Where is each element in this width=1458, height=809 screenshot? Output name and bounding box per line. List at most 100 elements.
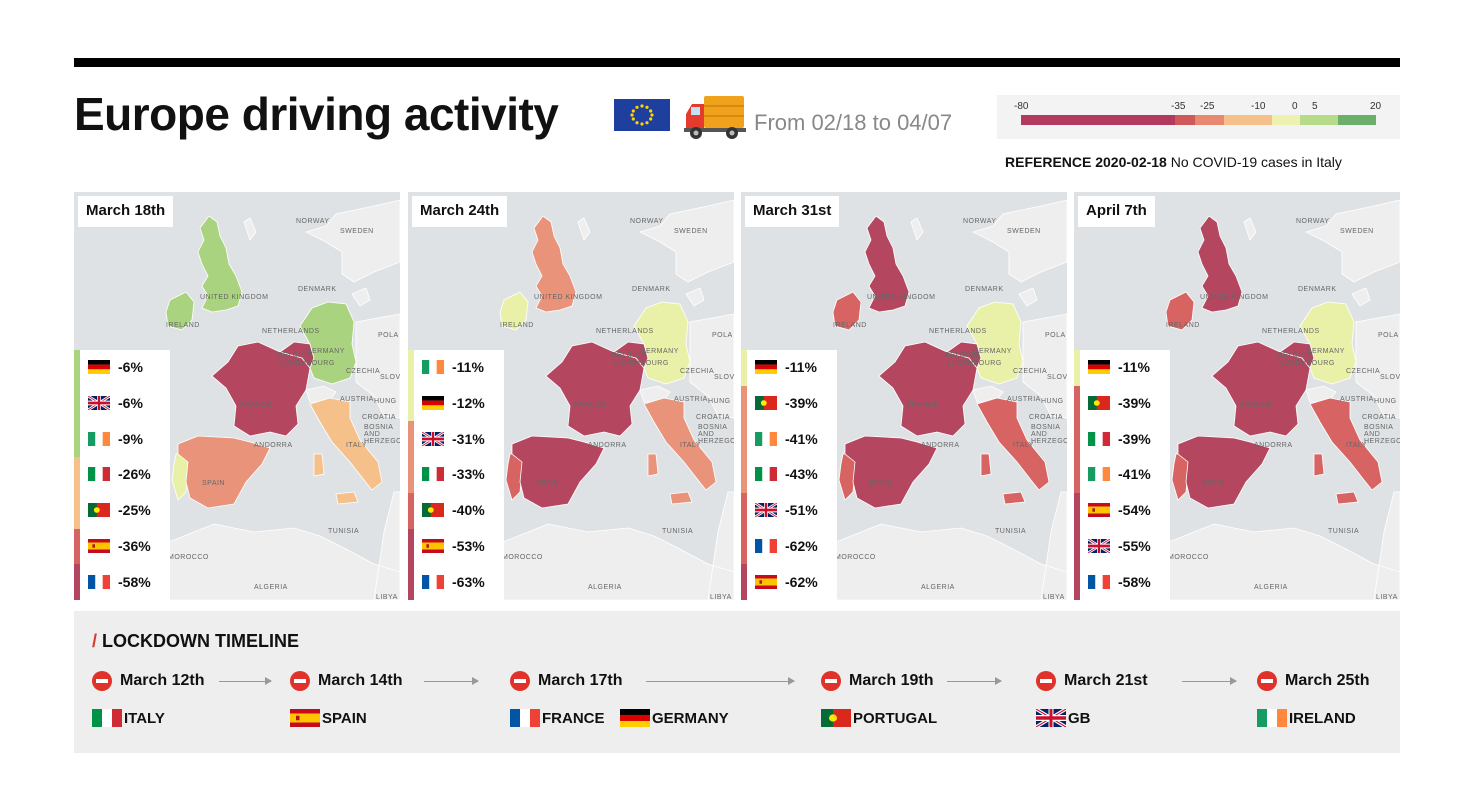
country-flag-icon [421,430,445,447]
map-label: HUNG [374,398,397,405]
map-label: TUNISIA [328,528,360,535]
map-label: IRELAND [833,322,867,329]
legend-value: -36% [118,538,151,554]
country-flag-icon [88,467,110,482]
map-label: GERMANY [306,348,345,355]
map-label: SPAIN [202,480,225,487]
map-label: BELGIUM [612,352,648,359]
no-entry-icon [510,671,530,691]
legend-row: -58% [1088,572,1151,592]
map-label: TUNISIA [995,528,1027,535]
legend-value: -43% [785,466,818,483]
country-it [1309,397,1383,505]
map-label: ANDORRA [254,442,293,449]
reference-text: No COVID-19 cases in Italy [1170,154,1342,170]
top-rule [74,58,1400,67]
legend-row: -36% [88,536,151,556]
map-label: LIBYA [1043,594,1065,600]
map-label: MOROCCO [502,554,543,561]
map-label: UNITED KINGDOM [1200,294,1269,301]
legend-value: -39% [1118,394,1151,411]
map-label: UNITED KINGDOM [200,294,269,301]
map-label: LUXEMBOURG [614,360,669,367]
legend-row: -39% [755,393,818,413]
country-flag-icon [422,360,444,374]
lockdown-timeline: / LOCKDOWN TIMELINE March 12th March 14t… [74,611,1400,753]
scale-color-segment [1300,115,1338,125]
legend-value: -55% [1118,538,1151,554]
legend-value: -63% [452,573,485,590]
legend-row: -39% [1088,393,1151,413]
map-label: GERMANY [973,348,1012,355]
map-label: ANDORRA [921,442,960,449]
timeline-arrow [219,677,272,685]
date-range: From 02/18 to 04/07 [754,110,953,135]
timeline-country: SPAIN [290,709,367,727]
legend-value: -40% [452,502,485,519]
legend-value: -11% [1118,359,1150,375]
country-flag-icon [88,360,110,374]
map-label: SLOV [1380,374,1400,381]
timeline-title: / LOCKDOWN TIMELINE [92,631,300,651]
country-flag-icon [422,539,444,553]
legend-row: -41% [755,429,818,449]
legend-row: -6% [87,393,143,413]
map-label: CROATIA [1029,414,1064,421]
legend-color-stripe [408,350,414,600]
map-label: POLA [1045,332,1066,339]
legend-value: -31% [452,430,485,447]
france-flag-icon [510,709,540,727]
country-gb [864,215,910,313]
legend-value: -33% [452,466,485,483]
legend-row: -11% [1088,357,1150,377]
legend-row: -11% [422,357,484,377]
map-label: LUXEMBOURG [280,360,335,367]
map-label: IRELAND [500,322,534,329]
country-flag-icon [88,539,110,553]
timeline-event: March 25th [1257,671,1369,691]
timeline-country: FRANCE [510,709,605,727]
legend-row: -54% [1088,500,1151,520]
panel-date-label: March 18th [78,196,174,227]
country-de [966,301,1024,385]
scale-color-segment [1272,115,1300,125]
timeline-event: March 21st [1036,671,1148,691]
map-label: ITALY [680,442,701,449]
timeline-arrow [646,677,795,685]
ireland-flag-icon [1257,709,1287,727]
timeline-event: March 17th [510,671,622,691]
legend-row: -9% [88,429,143,449]
panel-legend: -6% -6% -9% -26% -25% -36% -58% [74,350,170,600]
timeline-country: GERMANY [620,709,729,727]
map-panel-march-31: NORWAY SWEDEN DENMARK UNITED KINGDOM IRELAND… [741,192,1067,600]
country-es [177,435,271,509]
country-flag-icon [422,503,444,518]
legend-value: -9% [118,430,143,447]
country-ie [1165,291,1195,331]
country-flag-icon [755,360,777,374]
uk-flag-icon [1035,707,1067,729]
map-label: FRANCE [1240,402,1272,409]
map-label: ALGERIA [254,584,288,591]
map-label: SLOV [714,374,734,381]
country-it [643,397,717,505]
legend-value: -54% [1118,502,1151,519]
legend-value: -11% [785,359,817,375]
legend-row: -51% [754,500,818,520]
delivery-truck-icon [684,92,746,140]
map-label: ITALY [346,442,367,449]
no-entry-icon [1036,671,1056,691]
map-label: LIBYA [710,594,732,600]
country-ie [832,291,862,331]
color-scale-legend: -80 -35 -25 -10 0 5 20 [997,95,1400,139]
map-label: HUNG [708,398,731,405]
map-label: ITALY [1346,442,1367,449]
panel-legend: -11% -39% -39% -41% -54% -55% -58% [1074,350,1170,600]
country-ch [972,385,1004,403]
country-flag-icon [1088,431,1110,446]
map-label: CROATIA [362,414,397,421]
map-label: NORWAY [296,218,330,225]
timeline-event: March 19th [821,671,933,691]
map-label: ANDORRA [588,442,627,449]
legend-value: -62% [785,573,818,590]
